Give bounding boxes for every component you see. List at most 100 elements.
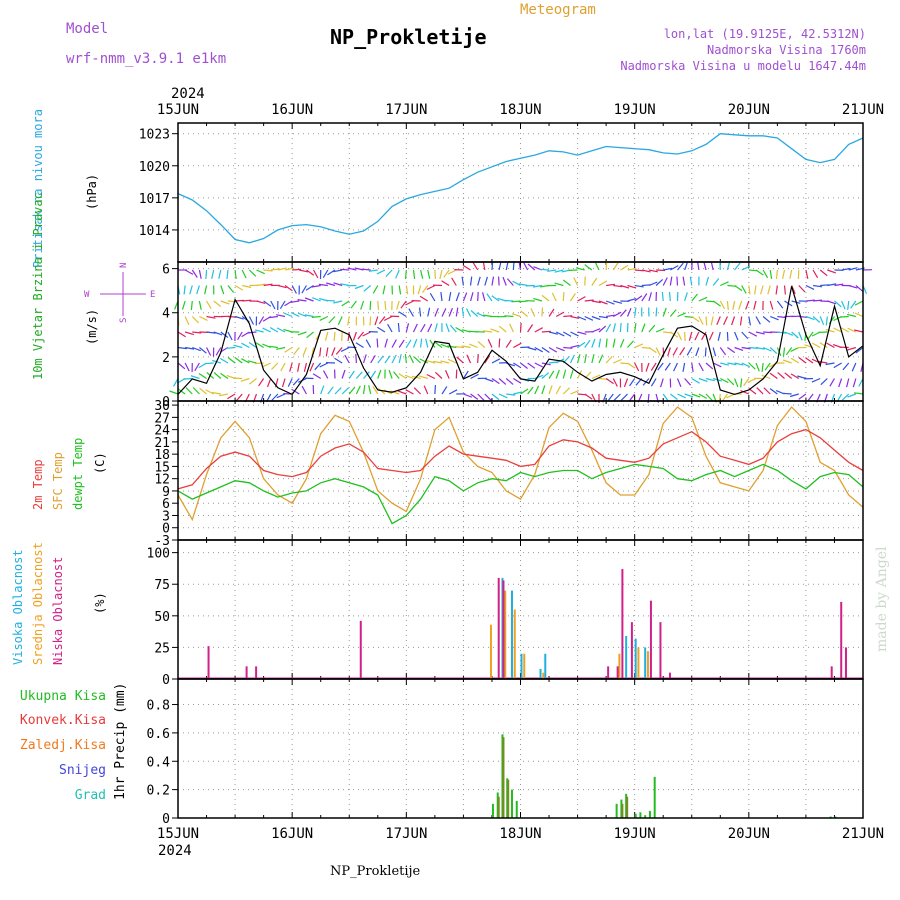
wind-barb: [670, 265, 679, 271]
wind-barb: [530, 308, 536, 317]
wind-barb: [284, 285, 293, 292]
wind-barb: [677, 393, 686, 399]
wind-barb: [741, 331, 749, 340]
bottom-xtick-label: 17JUN: [385, 826, 427, 842]
wind-barb: [627, 362, 636, 369]
mid-cloud-bar: [637, 647, 640, 679]
wind-barb: [420, 323, 426, 333]
wind-barb: [498, 378, 507, 385]
wind-barb: [241, 342, 250, 349]
wind-barb: [376, 269, 386, 275]
wind-barb: [562, 291, 565, 302]
temp-ytick-label: 18: [154, 448, 170, 463]
wind-barb: [309, 362, 315, 372]
wind-barb: [612, 378, 618, 387]
wind-barb: [347, 267, 357, 271]
wind-barb: [206, 331, 216, 334]
wind-barb: [454, 345, 464, 349]
wind-barb: [812, 299, 823, 302]
wind-barb: [829, 378, 835, 387]
wind-barb: [684, 261, 689, 271]
wind-direction-key: N W E S: [84, 263, 155, 323]
wind-barb: [465, 308, 472, 317]
temp-ytick-label: 30: [154, 399, 170, 414]
total-precip-bar: [648, 810, 651, 818]
wind-barb: [769, 300, 774, 310]
wind-barb: [263, 300, 272, 307]
wind-barb: [506, 278, 514, 286]
top-xtick-label: 15JUN: [157, 102, 199, 118]
wind-barb: [782, 269, 786, 279]
wind-barb: [612, 262, 619, 271]
wind-barb: [441, 386, 448, 395]
wind-barb: [227, 393, 236, 400]
wind-barb: [218, 393, 229, 397]
wind-barb: [327, 269, 336, 276]
wind-barb: [548, 308, 555, 317]
model-altitude-text: Nadmorska Visina u modelu 1647.44m: [620, 59, 866, 73]
wind-barb: [227, 331, 233, 341]
wind-barb: [420, 269, 424, 279]
wind-barb: [805, 315, 815, 321]
bottom-xtick-label: 18JUN: [499, 826, 541, 842]
wind-barb: [563, 315, 573, 318]
wind-barb: [562, 369, 567, 379]
dewpt-temp-line: [177, 463, 864, 525]
cloud-panel: 0 25 50 75 100: [147, 539, 864, 688]
wind-barb: [676, 276, 679, 286]
wind-barb: [240, 377, 250, 382]
wind-barb: [344, 354, 350, 364]
wind-barb: [440, 360, 450, 364]
wind-barb: [184, 362, 190, 372]
wind-barb: [271, 393, 279, 401]
wind-barb: [184, 269, 194, 275]
wind-barb: [769, 347, 778, 355]
top-xtick-label: 18JUN: [499, 102, 541, 118]
precip-frame: [177, 678, 864, 819]
wind-barb: [577, 296, 586, 302]
wind-barb: [726, 300, 729, 311]
cloud-label-high: Visoka Oblacnost: [11, 549, 25, 665]
wind-barb: [732, 300, 736, 310]
wind-barb: [628, 393, 636, 402]
wind-barb: [790, 357, 800, 364]
wind-barb: [605, 378, 614, 385]
wind-barb: [301, 385, 307, 395]
wind-barb: [361, 268, 371, 271]
wind-ytick-label: 2: [162, 351, 170, 366]
precip-legend-frozen: Zaledj.Kisa: [20, 738, 106, 753]
wind-barb: [369, 316, 372, 326]
wind-barb: [798, 285, 806, 293]
wind-barb: [194, 362, 200, 372]
watermark: made by Angel: [874, 546, 890, 652]
wind-barb: [301, 285, 307, 294]
wind-barb: [577, 370, 583, 379]
total-precip-bar: [510, 789, 513, 818]
wind-barb: [762, 316, 771, 323]
wind-barb: [839, 315, 849, 318]
wind-ytick-label: 4: [162, 307, 170, 322]
wind-barb: [405, 339, 412, 348]
wind-barb: [404, 269, 407, 280]
meteogram-label: Meteogram: [520, 2, 596, 18]
wind-barb: [534, 362, 544, 368]
wind-barb: [762, 346, 772, 352]
wind-barb: [462, 370, 469, 379]
wind-barb: [812, 284, 823, 288]
cloud-ytick-label: 0: [162, 673, 170, 688]
low-cloud-bar: [245, 666, 248, 679]
wind-barb: [376, 326, 386, 333]
wind-barb: [605, 355, 613, 364]
wind-barb: [584, 393, 593, 400]
wind-barb: [826, 342, 835, 349]
wind-barb: [382, 285, 386, 295]
wind-barb: [723, 316, 728, 325]
wind-barb: [423, 385, 429, 395]
wind-barb: [504, 315, 514, 318]
wind-barb: [372, 386, 379, 395]
wind-barb: [404, 353, 407, 364]
pressure-ytick-label: 1014: [139, 224, 170, 239]
wind-barb: [279, 300, 286, 310]
wind-barb: [255, 342, 264, 349]
wind-barb: [573, 277, 579, 286]
